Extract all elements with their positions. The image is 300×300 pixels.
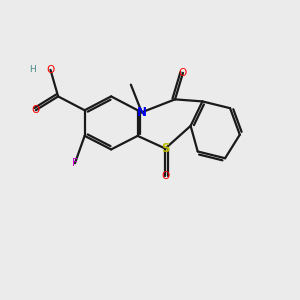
Text: S: S bbox=[161, 142, 170, 155]
Text: O: O bbox=[32, 105, 40, 115]
Text: O: O bbox=[46, 65, 55, 75]
Text: O: O bbox=[179, 68, 187, 78]
Text: F: F bbox=[72, 158, 78, 168]
Text: H: H bbox=[29, 65, 36, 74]
Text: O: O bbox=[161, 171, 170, 181]
Text: N: N bbox=[137, 106, 147, 119]
